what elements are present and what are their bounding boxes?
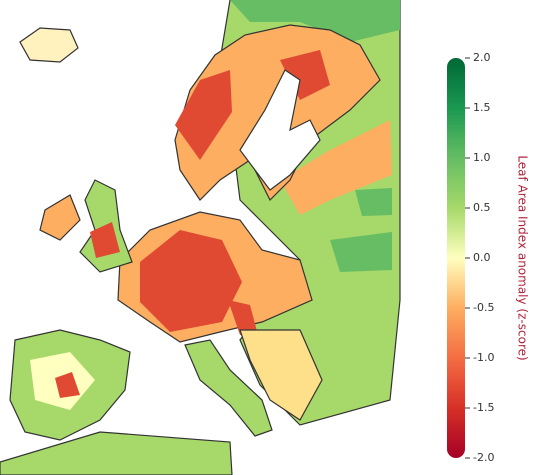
balkans — [239, 329, 323, 421]
britain-red — [90, 222, 120, 258]
colorbar-tick-label: 1.0 — [473, 151, 491, 164]
finland-red — [280, 50, 330, 100]
north-green — [230, 0, 400, 42]
colorbar-tick-label: -1.5 — [473, 401, 494, 414]
colorbar-tick-label: 0.0 — [473, 251, 491, 264]
colorbar-tick-label: -2.0 — [473, 451, 494, 464]
central-red — [140, 230, 242, 332]
colorbar-gradient — [447, 58, 465, 458]
iceland — [19, 27, 79, 63]
colorbar-tick-label: -0.5 — [473, 301, 494, 314]
scandinavia-red — [175, 70, 232, 160]
colorbar-tick-label: 0.5 — [473, 201, 491, 214]
baltic-sea — [239, 69, 321, 191]
map — [0, 0, 401, 475]
colorbar: Leaf Area Index anomaly (z-score) 2.0 1.5… — [447, 51, 530, 464]
ireland — [39, 194, 81, 241]
italy — [184, 339, 273, 437]
north-africa — [0, 431, 233, 475]
east-dark-green — [355, 188, 392, 216]
colorbar-tick-label: 2.0 — [473, 51, 491, 64]
colorbar-tick-label: -1.0 — [473, 351, 494, 364]
colorbar-label: Leaf Area Index anomaly (z-score) — [516, 155, 530, 360]
east-orange — [280, 120, 392, 215]
central-red — [228, 300, 258, 335]
colorbar-tick-label: 1.5 — [473, 101, 491, 114]
east-dark-green — [330, 232, 392, 272]
iberia-red — [55, 372, 80, 398]
